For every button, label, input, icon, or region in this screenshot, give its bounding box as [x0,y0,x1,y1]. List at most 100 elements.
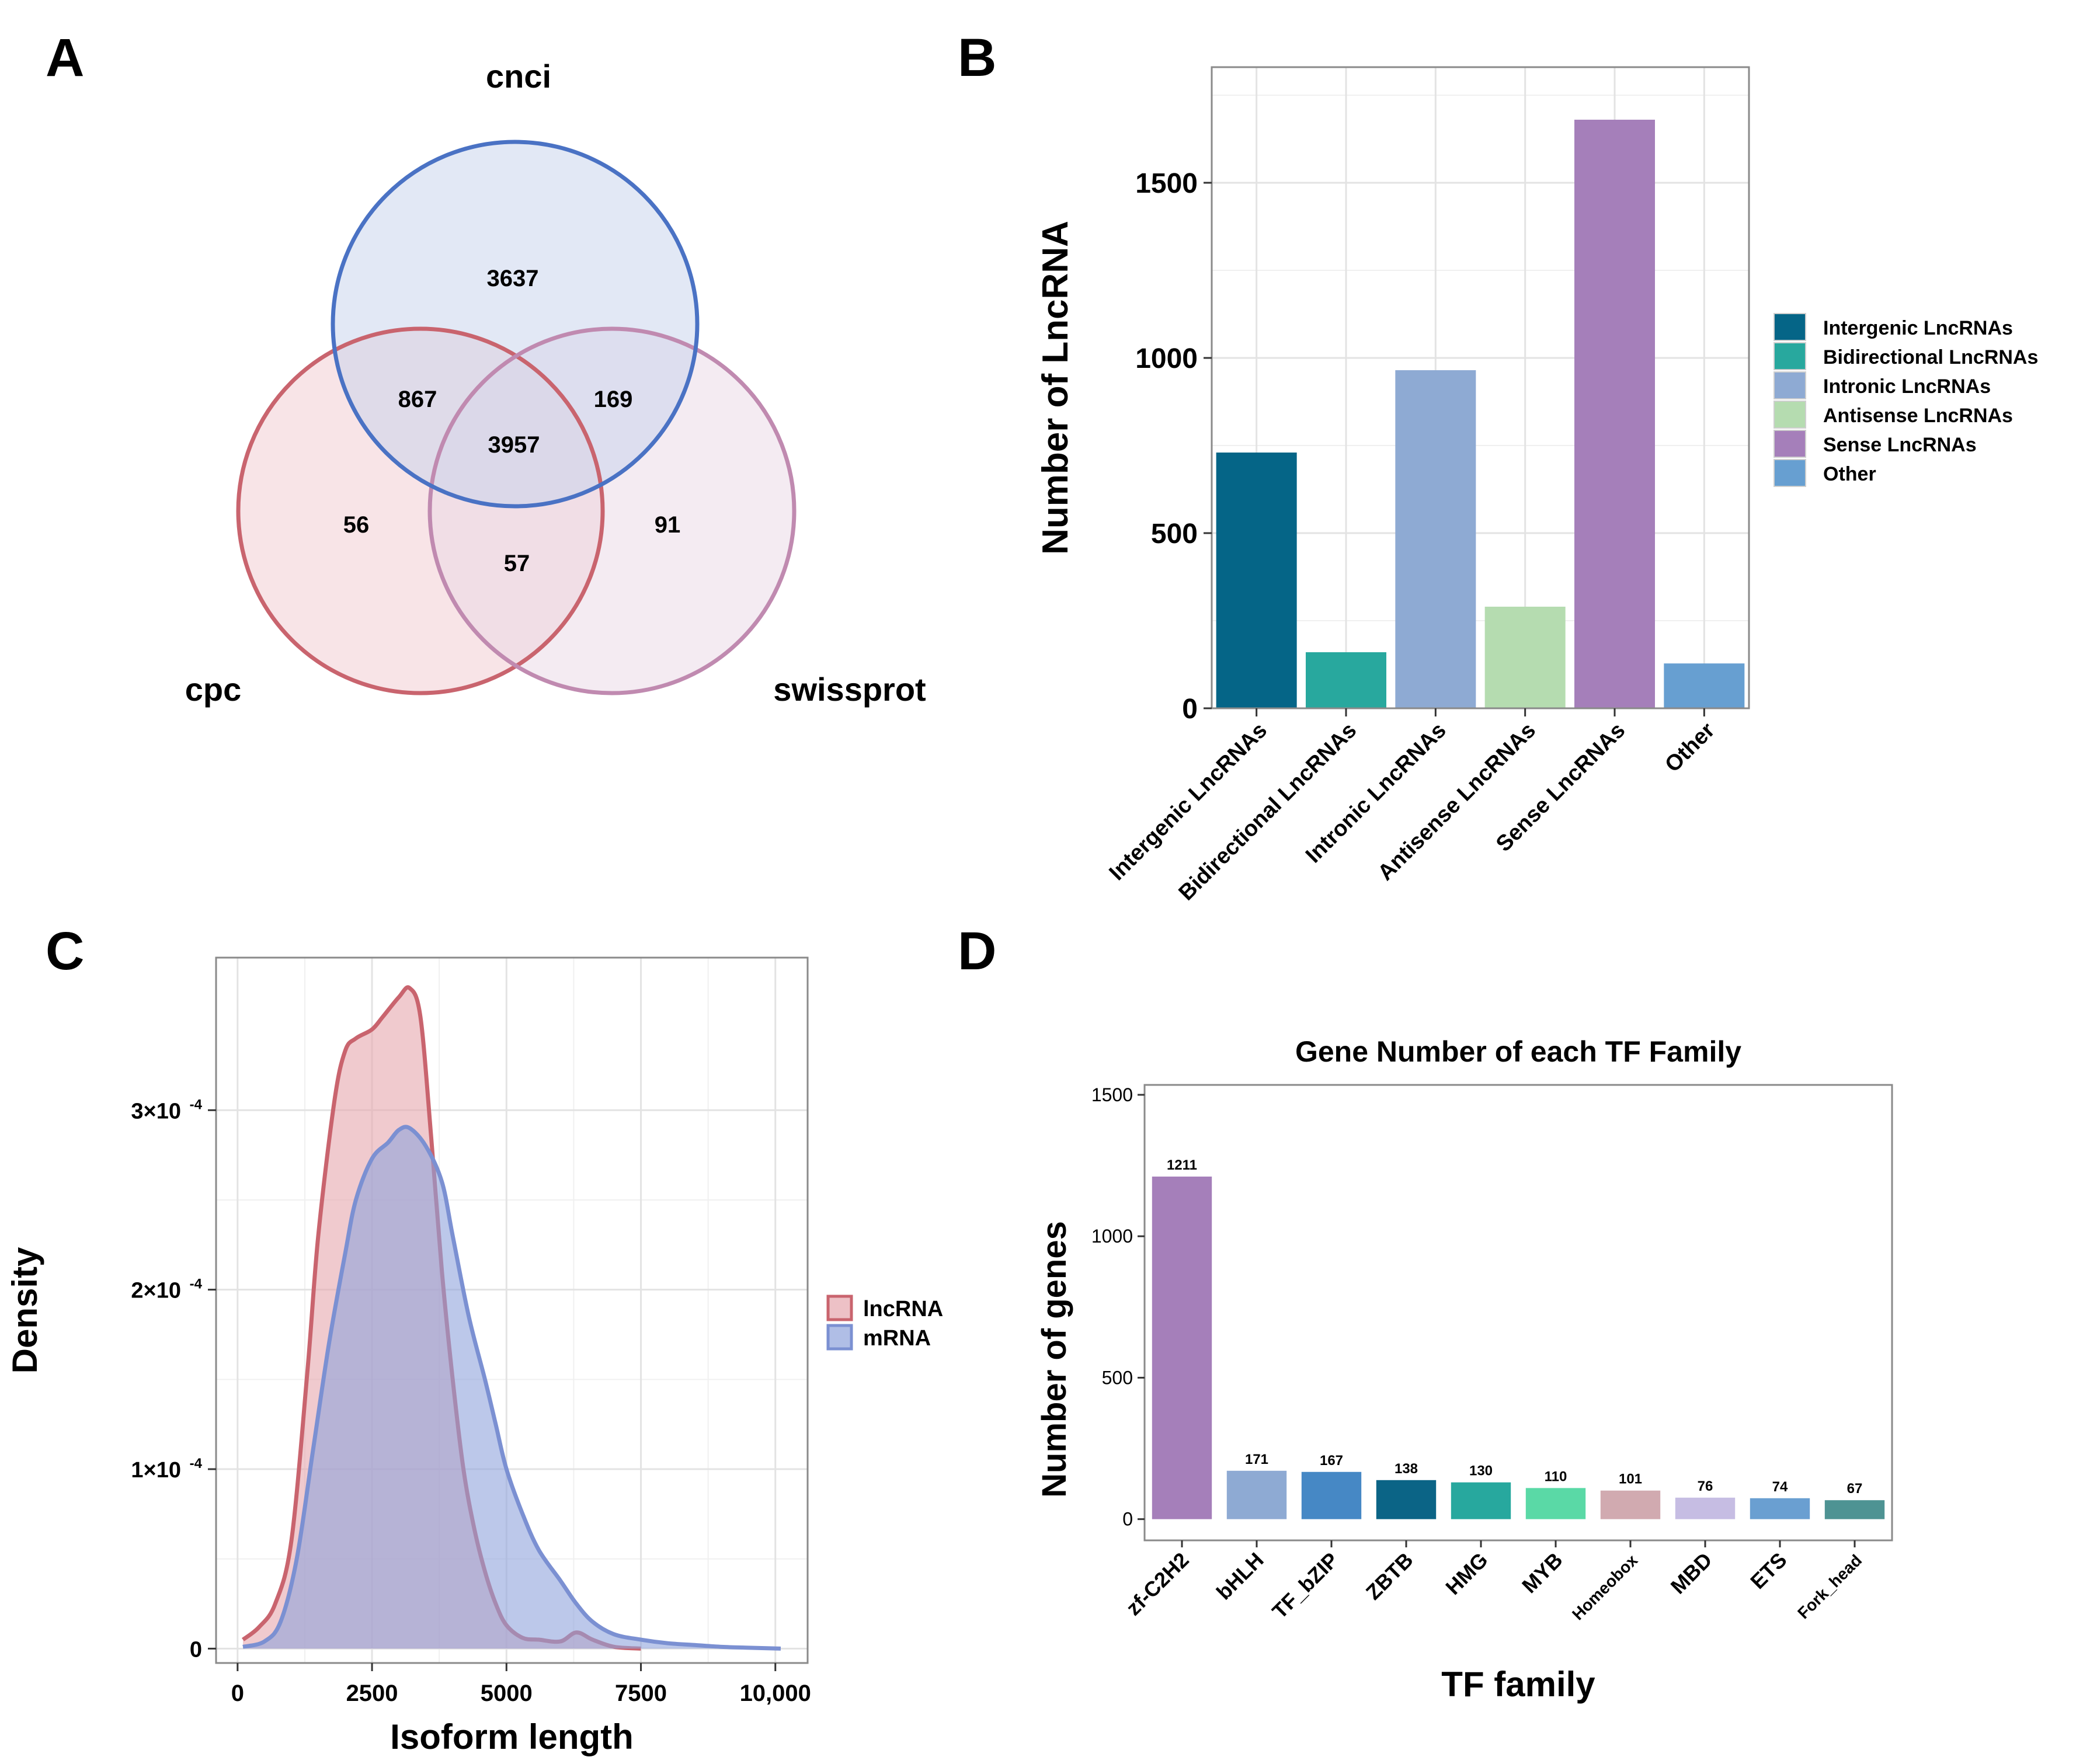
y-axis-label: Number of LncRNA [1035,221,1076,555]
y-tick-label: 500 [1102,1367,1133,1388]
y-axis-label: Number of genes [1035,1221,1073,1498]
bar-value-label: 167 [1320,1453,1343,1469]
bar-homeobox [1600,1490,1661,1519]
bar-value-label: 76 [1698,1478,1713,1494]
x-tick-label: Bidirectional LncRNAs [1174,718,1362,906]
y-tick-label-exponent: -4 [190,1097,203,1112]
bar-value-label: 138 [1395,1461,1418,1477]
legend-swatch-antisense-lncrnas [1773,401,1806,429]
density-area-mrna [243,1126,781,1649]
y-tick-label: 0 [1182,694,1198,725]
bar-tf-bzip [1301,1471,1362,1519]
venn-set-label-cpc: cpc [185,671,242,708]
venn-circle-cpc [236,326,605,695]
x-tick-label: 10,000 [740,1681,811,1706]
legend-swatch-bidirectional-lncrnas [1773,342,1806,370]
bar-mbd [1675,1497,1736,1519]
y-tick-label: 3×10 [131,1099,181,1123]
venn-region-value: 169 [594,387,633,412]
bar-hmg [1451,1482,1511,1519]
venn-diagram: cnci cpc swissprot 3637 56 91 867 169 57 3957 [185,58,926,708]
bar-bidirectional-lncrnas [1306,652,1386,708]
legend-label: Other [1823,463,1876,485]
x-tick-label: ETS [1745,1548,1791,1593]
panel-label-d: D [958,921,996,981]
legend-swatch-other [1773,459,1806,487]
legend-swatch-intergenic-lncrnas [1773,313,1806,341]
x-tick-label: 5000 [481,1681,533,1706]
x-tick-label: HMG [1441,1548,1492,1599]
venn-region-value: 56 [343,512,370,538]
y-tick-label: 2×10 [131,1279,181,1303]
venn-set-label-cnci: cnci [486,58,551,95]
lncrna-type-bar-chart: 0 500 1000 1500 Intergenic LncRNAs Bidirectio… [1035,66,2038,906]
bar-value-label: 67 [1847,1481,1863,1497]
y-tick-label: 0 [1122,1509,1133,1530]
bar-sense-lncrnas [1574,120,1655,708]
venn-region-value: 57 [504,551,530,576]
bar-value-label: 110 [1545,1469,1567,1484]
venn-circle-swissprot [427,326,797,695]
legend-label: Intergenic LncRNAs [1823,317,2013,339]
legend-label: lncRNA [863,1297,943,1321]
legend-swatch-mrna [826,1324,853,1351]
panel-label-b: B [958,28,996,88]
y-tick-label: 500 [1151,519,1198,549]
x-tick-label: MBD [1666,1548,1717,1599]
y-tick-label: 1000 [1135,343,1198,374]
bar-antisense-lncrnas [1484,607,1566,708]
bar-zf-c2h2 [1152,1176,1212,1519]
plot-border [215,956,809,1664]
tf-family-bar-chart: Gene Number of each TF Family 1211 171 167 1… [1035,1035,1893,1704]
legend-label: mRNA [863,1326,931,1351]
density-line-mrna [242,1125,781,1651]
panel-label-a: A [46,28,84,88]
plot-background [1212,67,1749,708]
legend-swatch-intronic-lncrnas [1773,371,1806,399]
x-tick-label: 2500 [346,1681,398,1706]
x-tick-label: ZBTB [1361,1548,1418,1605]
x-tick-label: Homeobox [1569,1551,1642,1624]
bar-fork-head [1824,1500,1885,1519]
x-tick-label: Antisense LncRNAs [1373,718,1541,886]
venn-region-value: 867 [398,387,437,412]
bar-intergenic-lncrnas [1216,453,1297,708]
x-tick-label: MYB [1517,1548,1567,1598]
bar-bhlh [1226,1470,1287,1519]
bar-value-label: 1211 [1167,1157,1197,1173]
legend-swatch-sense-lncrnas [1773,430,1806,458]
x-tick-label: zf-C2H2 [1121,1548,1194,1620]
plot-frame [1143,1084,1893,1542]
panel-label-c: C [46,921,84,981]
venn-circle-cnci [331,140,700,509]
bar-ets [1750,1498,1810,1519]
legend-label: Antisense LncRNAs [1823,405,2013,427]
y-tick-label: 1500 [1135,168,1198,199]
y-tick-label-exponent: -4 [190,1276,203,1292]
bar-value-label: 130 [1469,1463,1493,1479]
bar-intronic-lncrnas [1395,370,1476,708]
legend-label: Sense LncRNAs [1823,434,1977,456]
legend-label: Bidirectional LncRNAs [1823,346,2038,368]
bar-value-label: 101 [1619,1471,1642,1487]
venn-fill-cnci [333,142,697,506]
chart-title: Gene Number of each TF Family [1295,1035,1741,1068]
x-axis-label: Isoform length [390,1717,634,1756]
plot-border [1211,66,1750,709]
bar-value-label: 171 [1245,1452,1268,1467]
venn-set-label-swissprot: swissprot [773,671,926,708]
bar-zbtb [1376,1480,1437,1519]
x-tick-label: 7500 [615,1681,667,1706]
bar-value-label: 74 [1772,1479,1788,1495]
y-axis-label: Density [5,1247,44,1373]
y-tick-label: 1000 [1091,1226,1133,1247]
venn-region-value: 3957 [488,432,540,458]
legend-label: Intronic LncRNAs [1823,375,1991,398]
y-tick-label-exponent: -4 [190,1456,203,1471]
x-tick-label: Other [1660,718,1720,778]
venn-region-value: 91 [655,512,681,538]
x-tick-label: bHLH [1212,1548,1268,1605]
isoform-length-density-chart: 0 2500 5000 7500 10,000 0 1×10 -4 2×10 -4 3×10 -4 Is… [5,956,943,1756]
x-tick-label: TF_bZIP [1267,1548,1343,1623]
